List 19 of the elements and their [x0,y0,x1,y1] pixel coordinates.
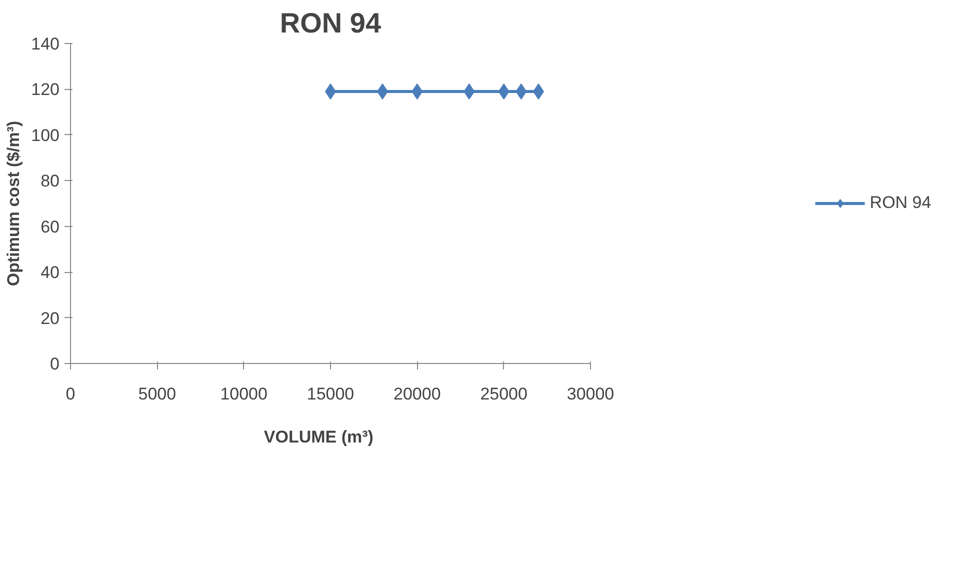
y-tick-label: 140 [31,34,60,54]
x-tick-label: 25000 [480,384,528,404]
y-tick-label: 20 [40,308,60,328]
x-axis-title: VOLUME (m³) [264,428,374,446]
y-tick-label: 80 [40,172,60,191]
y-tick-label: 60 [40,217,60,236]
x-tick-label: 5000 [138,384,176,404]
x-tick-label: 0 [66,384,76,404]
y-axis-title: Optimum cost ($/m³) [4,120,24,286]
legend-label: RON 94 [870,193,932,213]
y-tick-label: 40 [40,263,60,282]
x-tick-label: 10000 [220,384,268,404]
y-tick-label: 120 [31,80,60,100]
chart-title: RON 94 [280,8,382,38]
y-tick-label: 100 [31,126,60,145]
x-tick-label: 20000 [394,384,441,404]
y-tick-label: 0 [50,354,60,374]
x-tick-label: 15000 [306,384,354,404]
x-tick-label: 30000 [566,384,614,404]
